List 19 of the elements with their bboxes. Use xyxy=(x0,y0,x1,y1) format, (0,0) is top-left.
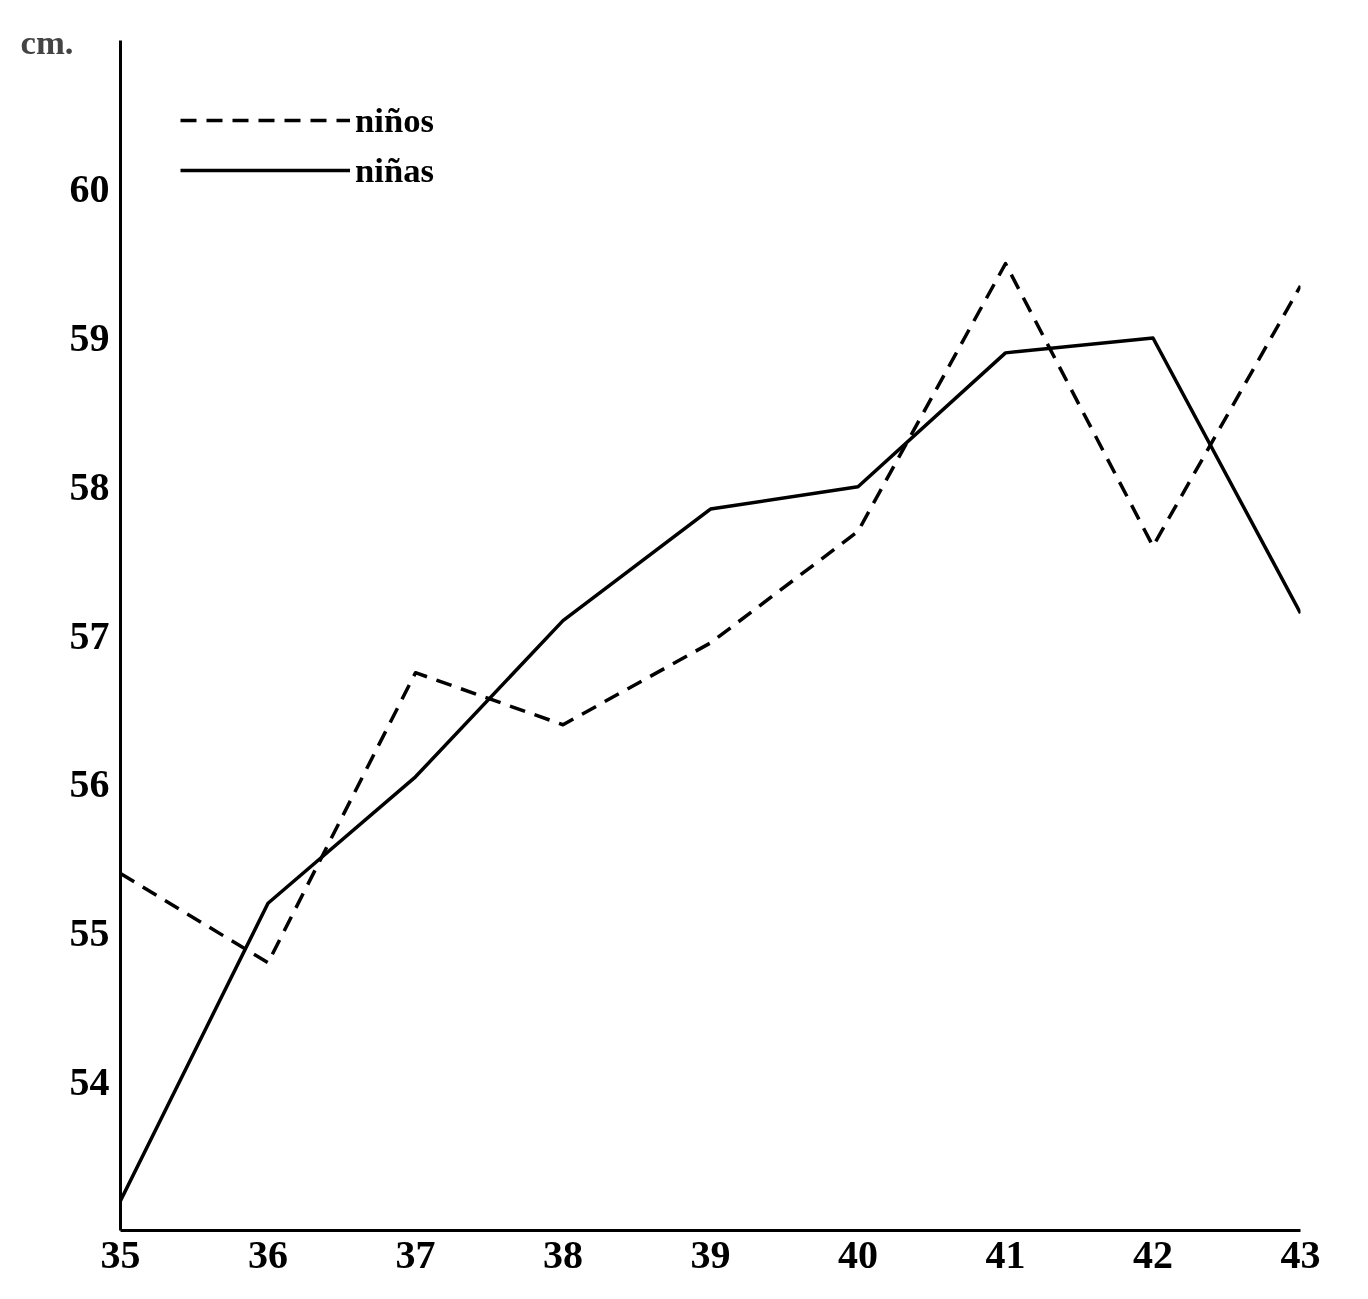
y-tick-label: 60 xyxy=(69,166,110,212)
y-tick-label: 55 xyxy=(69,910,110,955)
x-tick-label: 35 xyxy=(100,1231,141,1277)
legend-label: niñas xyxy=(355,150,434,190)
x-tick-label: 39 xyxy=(690,1231,731,1277)
x-tick-label: 41 xyxy=(985,1231,1026,1277)
y-tick-label: 58 xyxy=(69,463,110,509)
x-tick-label: 36 xyxy=(248,1231,288,1277)
x-tick-label: 37 xyxy=(395,1231,436,1277)
y-tick-label: 57 xyxy=(69,612,110,658)
x-tick-label: 43 xyxy=(1280,1231,1321,1277)
legend-label: niños xyxy=(355,100,434,140)
x-tick-label: 42 xyxy=(1133,1231,1173,1277)
y-tick-label: 59 xyxy=(69,315,110,360)
y-tick-label: 54 xyxy=(69,1058,110,1104)
y-axis-title: cm. xyxy=(20,22,74,61)
y-tick-label: 56 xyxy=(69,761,110,807)
x-tick-label: 38 xyxy=(543,1231,583,1277)
x-tick-label: 40 xyxy=(838,1231,878,1277)
